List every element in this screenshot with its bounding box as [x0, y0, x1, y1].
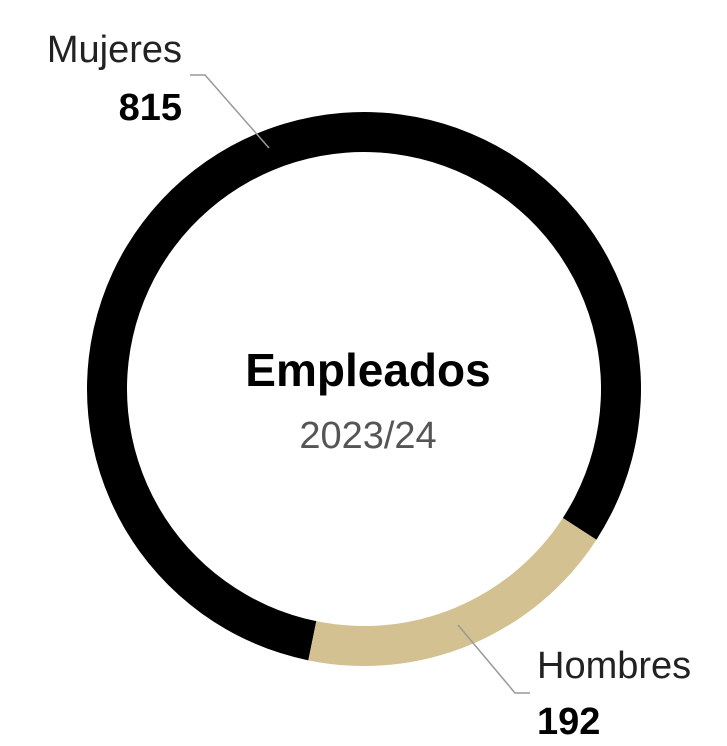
donut	[87, 111, 642, 666]
donut-segment	[308, 517, 597, 666]
chart-subtitle: 2023/24	[299, 415, 436, 457]
category-label: Mujeres	[47, 29, 182, 71]
leader-line	[190, 74, 270, 149]
value-label: 192	[537, 701, 600, 741]
chart-title: Empleados	[245, 344, 490, 396]
value-label: 815	[119, 87, 182, 129]
leader-line	[457, 624, 530, 694]
category-label: Hombres	[537, 645, 691, 687]
